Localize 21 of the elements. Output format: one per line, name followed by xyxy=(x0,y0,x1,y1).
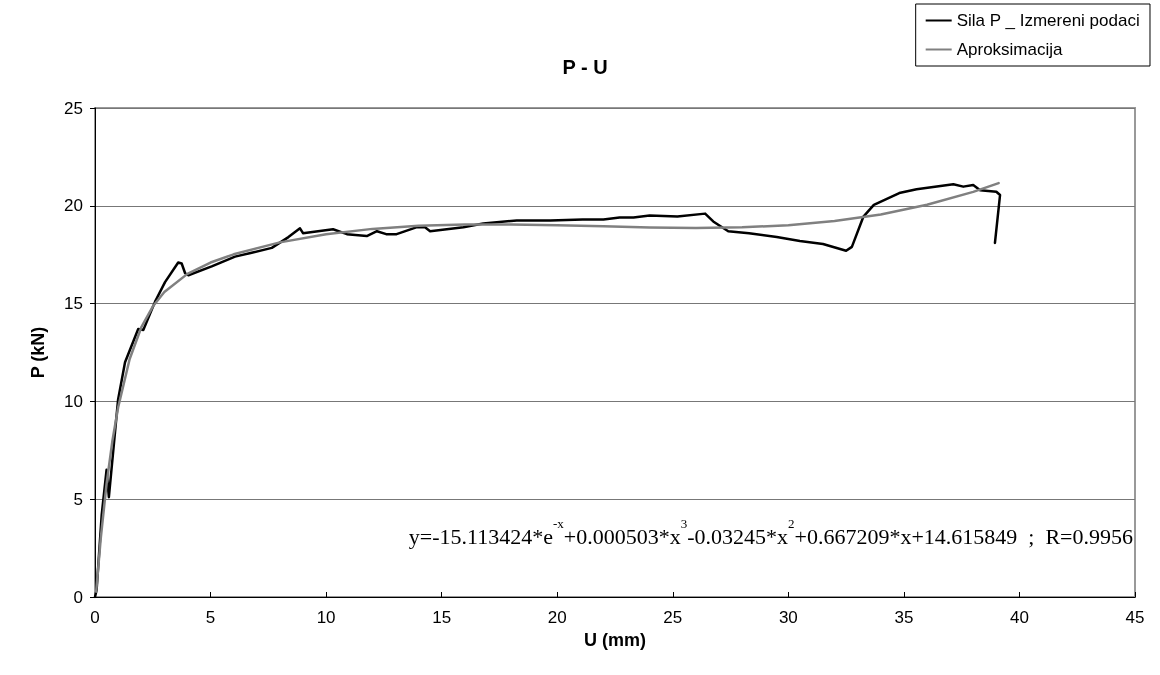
x-tick-label: 30 xyxy=(778,608,798,627)
y-axis-title: P (kN) xyxy=(28,326,48,379)
x-tick-label: 5 xyxy=(205,608,216,627)
y-tick-label: 0 xyxy=(73,587,83,607)
x-tick-label: 35 xyxy=(894,608,914,627)
x-tick-label: 20 xyxy=(547,608,567,627)
y-tick-label: 10 xyxy=(64,391,83,411)
x-tick-label: 40 xyxy=(1009,608,1029,627)
legend-label: Aproksimacija xyxy=(956,40,1064,59)
x-tick-label: 10 xyxy=(316,608,336,627)
x-tick-label: 0 xyxy=(90,608,100,627)
x-axis-title: U (mm) xyxy=(584,629,646,650)
x-tick-label: 25 xyxy=(663,608,683,627)
y-tick-label: 15 xyxy=(64,294,83,314)
chart-title: P - U xyxy=(562,56,608,78)
legend-label: Sila P _ Izmereni podaci xyxy=(956,11,1140,30)
x-tick-label: 15 xyxy=(432,608,452,627)
y-tick-label: 5 xyxy=(73,489,83,509)
y-tick-label: 25 xyxy=(64,98,83,118)
y-tick-label: 20 xyxy=(64,196,83,216)
x-tick-label: 45 xyxy=(1125,608,1145,627)
